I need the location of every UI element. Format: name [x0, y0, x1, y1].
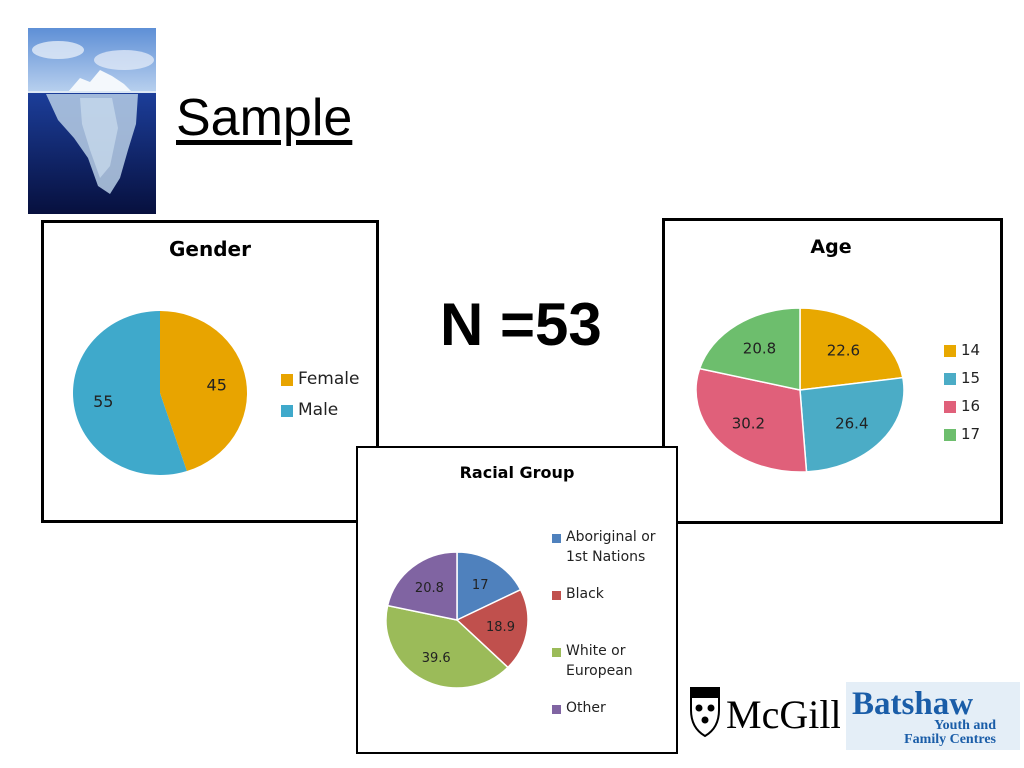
- batshaw-tagline-2: Family Centres: [904, 732, 996, 747]
- legend-swatch-age-0: [944, 345, 956, 357]
- legend-label-gender-0: Female: [298, 369, 359, 389]
- racial-group-chart-panel: Racial Group 17 18.9 39.6 20.8 Aboriginal or…: [356, 446, 678, 754]
- legend-label-age-0: 14: [961, 341, 980, 359]
- sample-size-label: N =53: [440, 291, 602, 358]
- legend-label-race-2-line0: White or: [566, 643, 626, 659]
- data-label-race-3: 20.8: [415, 581, 444, 596]
- legend-swatch-gender-0: [281, 374, 293, 386]
- legend-swatch-race-2: [552, 648, 561, 657]
- pie-slice-age-1: [799, 376, 905, 473]
- age-pie-chart: Age 22.6 26.4 30.2 20.8 14 15 16 17: [695, 236, 980, 473]
- data-label-gender-1: 55: [93, 392, 113, 411]
- legend-label-age-3: 17: [961, 425, 980, 443]
- racial-group-pie-chart: Racial Group 17 18.9 39.6 20.8 Aboriginal or…: [385, 463, 656, 716]
- data-label-age-3: 20.8: [743, 340, 776, 358]
- pie-slice-race-2: [385, 604, 509, 689]
- gender-chart-title: Gender: [169, 237, 251, 261]
- legend-label-gender-1: Male: [298, 400, 338, 420]
- legend-swatch-gender-1: [281, 405, 293, 417]
- age-chart-panel: Age 22.6 26.4 30.2 20.8 14 15 16 17: [662, 218, 1003, 524]
- data-label-age-0: 22.6: [827, 342, 860, 360]
- data-label-age-2: 30.2: [732, 415, 765, 433]
- pie-slice-age-3: [698, 307, 801, 391]
- legend-swatch-race-3: [552, 705, 561, 714]
- gender-pie-chart: Gender 45 55 Female Male: [73, 237, 359, 475]
- batshaw-tagline-1: Youth and: [934, 718, 996, 733]
- data-label-age-1: 26.4: [835, 414, 868, 432]
- mcgill-logo: McGill: [688, 684, 842, 740]
- pie-slice-gender-1: [73, 311, 187, 475]
- pie-slice-age-0: [799, 307, 904, 391]
- legend-swatch-age-3: [944, 429, 956, 441]
- legend-label-race-3: Other: [566, 700, 606, 716]
- legend-label-race-1: Black: [566, 586, 605, 602]
- legend-swatch-race-1: [552, 591, 561, 600]
- mcgill-wordmark: McGill: [726, 692, 840, 737]
- batshaw-wordmark: Batshaw: [852, 686, 973, 722]
- legend-label-race-2-line1: European: [566, 663, 633, 679]
- slide-title: Sample: [176, 89, 353, 147]
- pie-slice-race-1: [455, 588, 529, 669]
- gender-chart-panel: Gender 45 55 Female Male: [41, 220, 379, 523]
- data-label-race-2: 39.6: [422, 651, 451, 666]
- batshaw-logo: Batshaw Youth and Family Centres: [846, 682, 1020, 750]
- legend-swatch-age-1: [944, 373, 956, 385]
- pie-slice-age-2: [695, 367, 808, 473]
- racial-group-chart-title: Racial Group: [460, 463, 575, 482]
- legend-label-age-2: 16: [961, 397, 980, 415]
- data-label-race-0: 17: [472, 578, 489, 593]
- iceberg-image: [28, 28, 156, 214]
- data-label-gender-0: 45: [207, 375, 227, 394]
- pie-slice-race-0: [456, 551, 522, 622]
- legend-label-race-0-line0: Aboriginal or: [566, 529, 656, 545]
- legend-label-age-1: 15: [961, 369, 980, 387]
- age-chart-title: Age: [810, 236, 851, 258]
- legend-swatch-age-2: [944, 401, 956, 413]
- data-label-race-1: 18.9: [486, 620, 515, 635]
- pie-slice-gender-0: [160, 311, 248, 471]
- legend-swatch-race-0: [552, 534, 561, 543]
- legend-label-race-0-line1: 1st Nations: [566, 549, 645, 565]
- pie-slice-race-3: [386, 551, 458, 621]
